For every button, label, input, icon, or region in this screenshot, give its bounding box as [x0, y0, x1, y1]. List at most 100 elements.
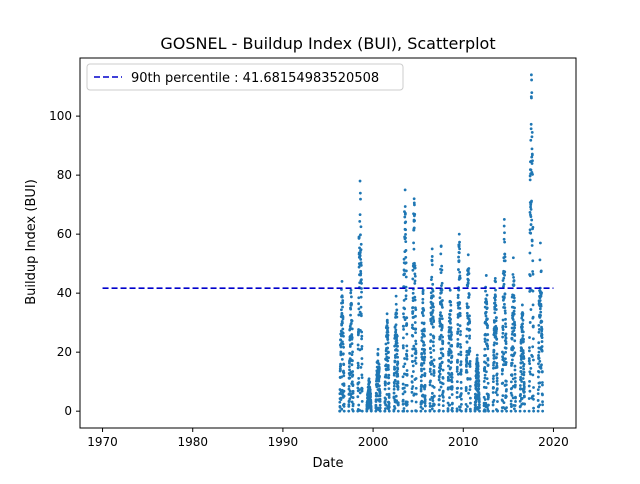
data-point [393, 379, 397, 383]
data-point [423, 387, 426, 391]
data-point [467, 305, 470, 309]
data-point [529, 205, 532, 209]
y-tick-label: 40 [57, 286, 72, 300]
data-point [358, 191, 362, 195]
legend-box [86, 63, 404, 91]
data-point [413, 282, 417, 285]
data-point [350, 353, 354, 356]
data-point [468, 362, 472, 366]
data-point [340, 311, 344, 315]
data-point [395, 312, 399, 316]
data-point [358, 251, 362, 254]
data-point [449, 300, 453, 304]
data-point [536, 409, 540, 413]
data-point [404, 236, 407, 240]
data-point [410, 387, 414, 390]
data-point [386, 341, 390, 345]
data-point [456, 360, 459, 364]
data-point [405, 403, 409, 406]
data-point [357, 313, 361, 317]
data-point [420, 336, 424, 339]
data-point [419, 379, 423, 383]
data-point [539, 310, 543, 314]
data-point [540, 340, 544, 343]
data-point [457, 255, 460, 259]
data-point [540, 291, 543, 295]
data-point [396, 361, 400, 365]
data-point [502, 295, 506, 299]
data-point [385, 375, 388, 379]
data-point [360, 387, 364, 391]
data-point [457, 268, 460, 271]
data-point [428, 367, 432, 371]
data-point [465, 311, 469, 315]
data-point [468, 365, 472, 368]
data-point [520, 347, 524, 350]
data-point [520, 316, 524, 320]
y-axis-label: Buildup Index (BUI) [24, 179, 39, 305]
data-point [486, 363, 490, 367]
data-point [541, 383, 544, 387]
data-point [387, 373, 391, 377]
data-point [405, 409, 409, 413]
data-point [469, 409, 472, 413]
data-point [540, 320, 544, 323]
data-point [413, 359, 417, 363]
data-point [509, 380, 513, 384]
data-point [536, 375, 540, 379]
data-point [405, 400, 409, 404]
data-point [528, 211, 532, 214]
data-point [421, 400, 425, 404]
data-point [477, 400, 481, 404]
data-point [414, 327, 418, 331]
data-point [531, 270, 535, 273]
data-point [429, 351, 433, 355]
data-point [469, 401, 472, 405]
data-point [405, 369, 409, 372]
data-point [341, 327, 345, 331]
data-point [347, 409, 351, 413]
data-point [457, 251, 461, 255]
data-point [540, 370, 544, 373]
data-point [495, 382, 499, 386]
data-point [403, 188, 407, 192]
data-point [510, 393, 514, 397]
data-point [522, 357, 526, 360]
data-point [492, 354, 496, 358]
data-point [510, 364, 513, 367]
data-point [486, 338, 489, 342]
data-point [360, 409, 364, 413]
data-point [341, 301, 345, 305]
data-point [393, 382, 396, 385]
data-point [439, 364, 442, 368]
data-point [529, 366, 533, 370]
data-point [455, 369, 459, 373]
data-point [467, 317, 471, 321]
data-point [378, 392, 382, 396]
data-point [395, 334, 399, 338]
data-point [483, 409, 487, 413]
data-point [405, 323, 409, 327]
data-point [369, 409, 373, 413]
data-point [387, 387, 391, 390]
data-point [503, 259, 507, 263]
data-point [530, 91, 534, 95]
data-point [530, 244, 534, 247]
data-point [477, 380, 481, 383]
data-point [442, 409, 445, 413]
data-point [387, 392, 391, 396]
data-point [522, 390, 526, 394]
data-point [440, 317, 444, 321]
data-point [447, 341, 451, 345]
data-point [338, 405, 342, 409]
data-point [468, 407, 472, 411]
data-point [537, 370, 541, 374]
data-point [492, 356, 496, 360]
data-point [464, 403, 468, 406]
data-point [394, 328, 398, 332]
data-point [438, 369, 442, 373]
data-point [393, 406, 397, 410]
data-point [456, 330, 460, 334]
data-point [401, 344, 405, 348]
data-point [342, 384, 346, 387]
